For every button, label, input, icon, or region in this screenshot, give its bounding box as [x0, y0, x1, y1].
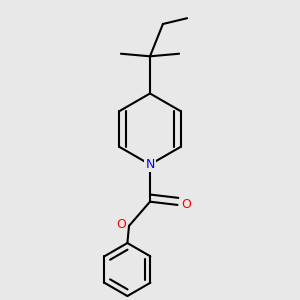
Text: O: O	[182, 198, 191, 212]
Text: O: O	[116, 218, 126, 231]
Text: N: N	[145, 158, 155, 171]
